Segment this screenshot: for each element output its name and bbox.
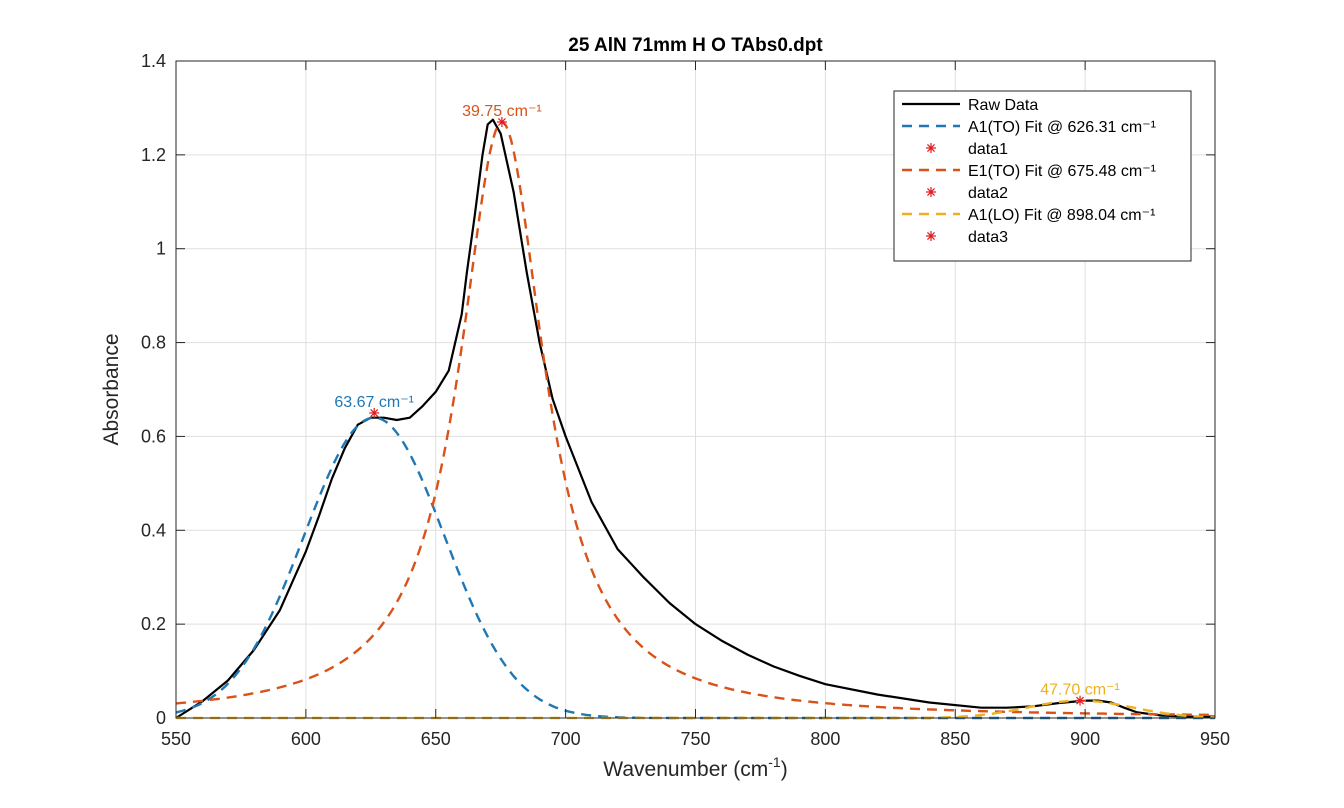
legend-label: A1(TO) Fit @ 626.31 cm⁻¹	[968, 119, 1156, 136]
peak-marker-data3	[1075, 695, 1086, 706]
x-tick-label: 900	[1070, 729, 1100, 749]
y-tick-label: 0.4	[141, 520, 166, 540]
annotation-layer: 63.67 cm⁻¹ 39.75 cm⁻¹ 47.70 cm⁻¹	[334, 103, 1119, 699]
peak-width-annotation: 39.75 cm⁻¹	[462, 103, 542, 120]
legend-label: E1(TO) Fit @ 675.48 cm⁻¹	[968, 163, 1156, 180]
x-tick-label: 950	[1200, 729, 1230, 749]
peak-width-annotation: 47.70 cm⁻¹	[1040, 682, 1120, 699]
legend-label: data1	[968, 141, 1008, 158]
series-line-raw-data	[175, 118, 1215, 719]
y-tick-label: 0.2	[141, 614, 166, 634]
series-line-fit-3	[175, 121, 1215, 717]
legend-marker-stroke	[927, 144, 935, 152]
legend-marker-stroke	[927, 232, 935, 240]
x-tick-label: 750	[680, 729, 710, 749]
legend-label: data2	[968, 185, 1008, 202]
peak-marker-data2	[496, 117, 507, 128]
peak-marker-data2-stroke	[497, 118, 506, 126]
legend-marker-stroke	[927, 188, 935, 196]
peak-width-annotation: 63.67 cm⁻¹	[334, 394, 414, 411]
peak-marker-data1-stroke	[370, 409, 379, 417]
x-tick-label: 600	[291, 729, 321, 749]
x-tick-label: 550	[161, 729, 191, 749]
y-tick-label: 0.6	[141, 426, 166, 446]
y-tick-label: 0	[156, 708, 166, 728]
legend-label: Raw Data	[968, 97, 1038, 114]
x-axis-label: Wavenumber (cm-1)	[603, 754, 787, 781]
y-tick-label: 1	[156, 239, 166, 259]
y-tick-label: 1.2	[141, 145, 166, 165]
x-tick-label: 800	[810, 729, 840, 749]
y-axis-label: Absorbance	[100, 333, 123, 445]
x-axis-label-main: Wavenumber (cm	[603, 758, 768, 781]
x-tick-label: 700	[551, 729, 581, 749]
legend-marker	[926, 187, 936, 197]
legend-label: A1(LO) Fit @ 898.04 cm⁻¹	[968, 207, 1155, 224]
legend-box	[893, 90, 1192, 262]
x-tick-label: 850	[940, 729, 970, 749]
y-tick-label: 0.8	[141, 333, 166, 353]
legend-marker	[926, 231, 936, 241]
peak-marker-data3-stroke	[1076, 696, 1084, 705]
ticks: 550 600 650 700 750 800 850 900 950 0 0.2 0.4 0.6 0.8…	[141, 51, 1230, 749]
x-axis-label-sup: -1	[768, 754, 781, 770]
y-tick-label: 1.4	[141, 51, 166, 71]
marker-layer	[369, 117, 1086, 706]
x-axis-label-close: )	[781, 758, 788, 781]
x-tick-label: 650	[421, 729, 451, 749]
chart-title: 25 AlN 71mm H O TAbs0.dpt	[568, 35, 823, 56]
legend: Raw Data A1(TO) Fit @ 626.31 cm⁻¹ data1 E1(…	[893, 90, 1192, 262]
peak-marker-data1	[369, 407, 380, 418]
legend-marker	[926, 143, 936, 153]
legend-label: data3	[968, 229, 1008, 246]
